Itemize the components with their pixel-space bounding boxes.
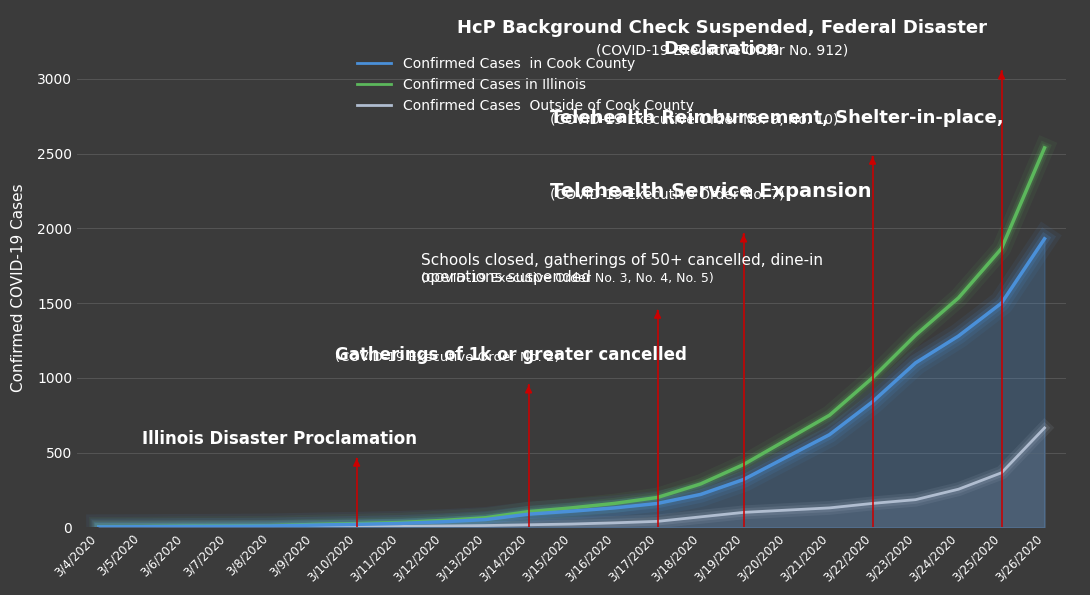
Text: (COVID-19 Executive Order No. 7): (COVID-19 Executive Order No. 7) [550, 171, 785, 202]
Text: Illinois Disaster Proclamation: Illinois Disaster Proclamation [142, 430, 416, 448]
Text: (COVID-19 Executive Order No. 9, No. 10): (COVID-19 Executive Order No. 9, No. 10) [550, 96, 838, 127]
Legend: Confirmed Cases  in Cook County, Confirmed Cases in Illinois, Confirmed Cases  O: Confirmed Cases in Cook County, Confirme… [351, 51, 699, 118]
Text: Schools closed, gatherings of 50+ cancelled, dine-in
operations suspended: Schools closed, gatherings of 50+ cancel… [421, 253, 823, 285]
Text: Gatherings of 1k or greater cancelled: Gatherings of 1k or greater cancelled [335, 346, 687, 364]
Y-axis label: Confirmed COVID-19 Cases: Confirmed COVID-19 Cases [11, 184, 26, 393]
Text: (COVID-19 Executive Order No. 3, No. 4, No. 5): (COVID-19 Executive Order No. 3, No. 4, … [421, 242, 714, 285]
Text: Telehealth Reimbursement, Shelter-in-place,: Telehealth Reimbursement, Shelter-in-pla… [550, 109, 1004, 127]
Text: (COVID-19 Executive Order No. 2): (COVID-19 Executive Order No. 2) [335, 336, 560, 364]
Text: (COVID-19 Executive Order No. 912): (COVID-19 Executive Order No. 912) [596, 11, 848, 58]
Text: HcP Background Check Suspended, Federal Disaster
Declaration: HcP Background Check Suspended, Federal … [457, 19, 988, 58]
Text: Telehealth Service Expansion: Telehealth Service Expansion [550, 183, 872, 202]
